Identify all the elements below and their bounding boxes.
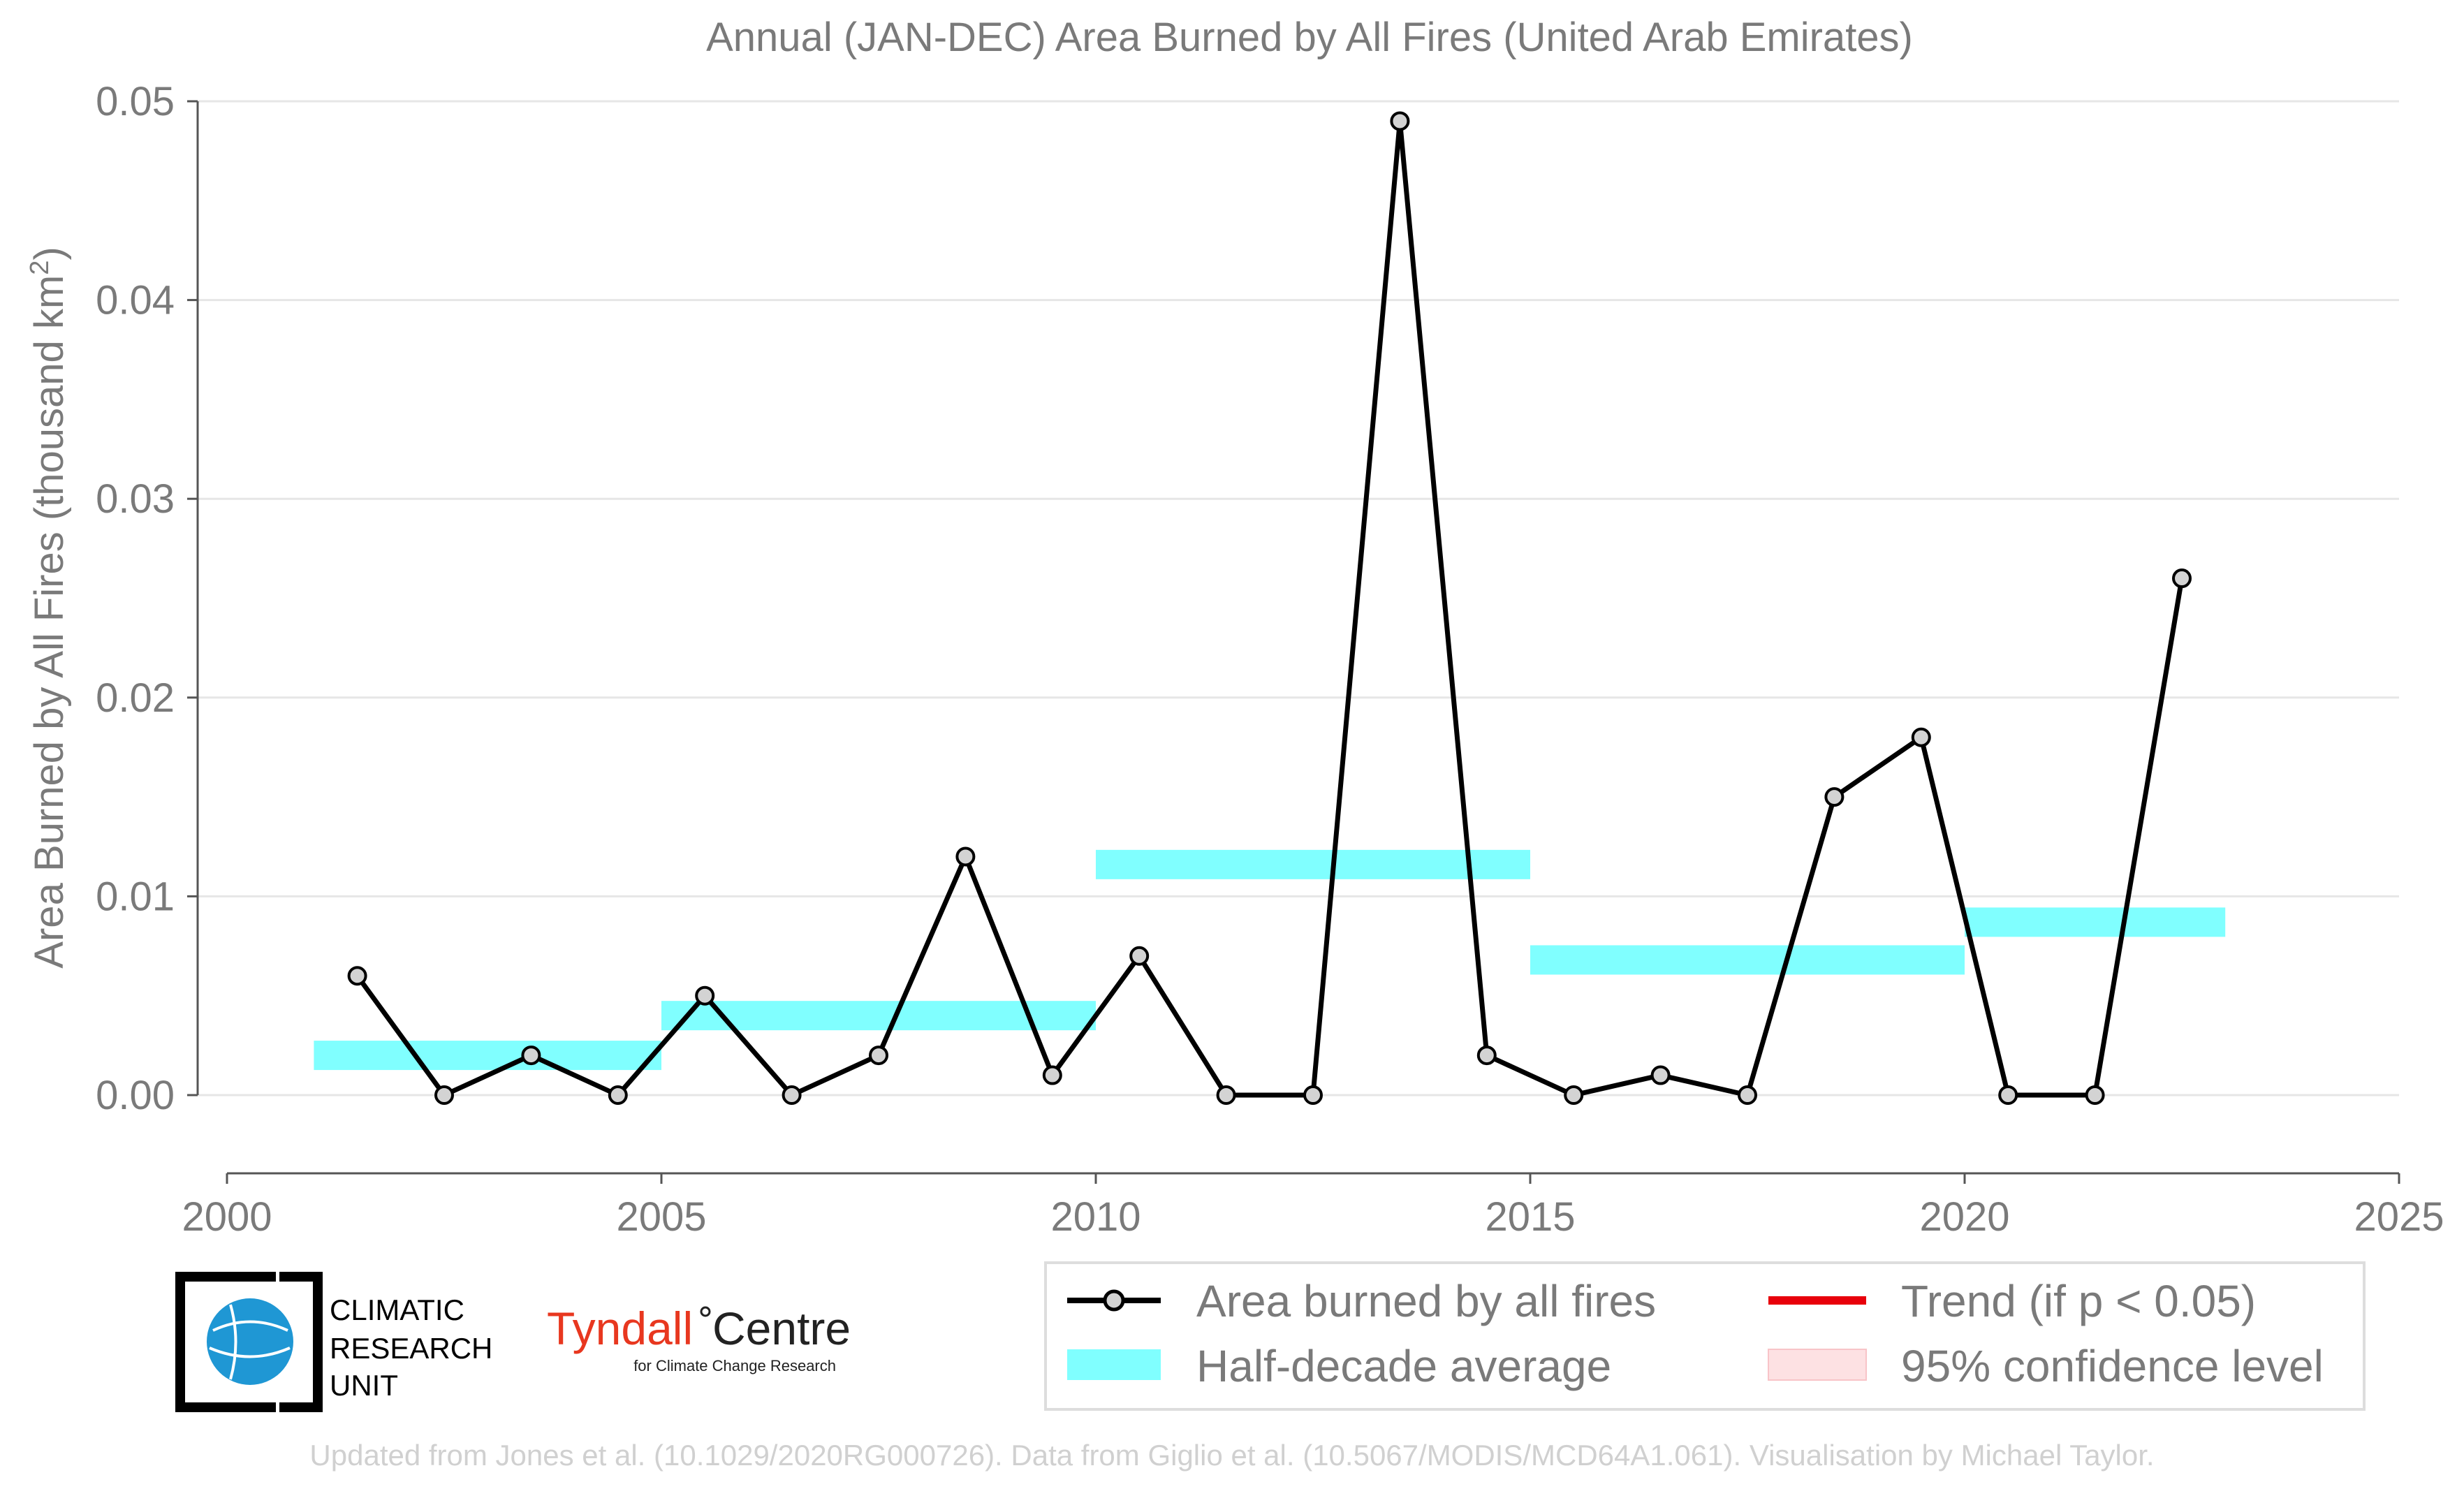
y-axis-label-main: Area Burned by All Fires (thousand km: [27, 275, 72, 969]
x-tick-label: 2005: [616, 1194, 706, 1240]
y-axis-label-close: ): [27, 247, 72, 260]
cru-logo-line-1: CLIMATIC: [330, 1293, 464, 1326]
data-point: [869, 1046, 888, 1066]
tyndall-degree-icon: [700, 1306, 711, 1317]
data-point: [1911, 727, 1931, 747]
data-point: [1303, 1085, 1323, 1105]
tyndall-logo-centre: Centre: [712, 1303, 851, 1354]
data-point: [1738, 1085, 1757, 1105]
half-decade-bar: [1530, 945, 1965, 975]
data-point: [347, 966, 367, 986]
data-point: [434, 1085, 454, 1105]
data-point: [1042, 1065, 1062, 1085]
data-point: [2085, 1085, 2105, 1105]
series-area-burned: [347, 111, 2192, 1105]
axes: [187, 100, 2400, 1184]
series-line: [355, 118, 2185, 1098]
tick-labels: 0.00 0.01 0.02 0.03 0.04 0.05 2000 2005 2010 2015…: [96, 79, 2444, 1240]
y-axis-label-sup: 2: [25, 261, 54, 275]
y-tick-label: 0.04: [96, 278, 175, 323]
legend-confidence-label: 95% confidence level: [1901, 1341, 2324, 1391]
tyndall-logo-subtitle: for Climate Change Research: [633, 1357, 836, 1374]
half-decade-bar: [1096, 849, 1530, 879]
x-tick-label: 2020: [1919, 1194, 2009, 1240]
data-point: [1998, 1085, 2018, 1105]
footer-credit: Updated from Jones et al. (10.1029/2020R…: [309, 1439, 2154, 1472]
data-point: [1476, 1046, 1497, 1066]
x-tick-label: 2025: [2354, 1194, 2444, 1240]
x-tick-label: 2015: [1485, 1194, 1575, 1240]
data-point: [521, 1046, 541, 1066]
globe-icon-lines: [209, 1304, 291, 1380]
data-point: [1216, 1085, 1236, 1105]
data-point: [782, 1085, 802, 1105]
y-tick-label: 0.00: [96, 1073, 175, 1118]
legend-series-marker: [1103, 1289, 1125, 1312]
data-point: [1564, 1085, 1584, 1105]
data-point: [1390, 111, 1410, 131]
data-point: [695, 985, 715, 1006]
legend-half-decade-swatch: [1067, 1349, 1161, 1380]
cru-logo-frame: [279, 1272, 323, 1412]
data-point: [608, 1085, 628, 1105]
cru-logo: CLIMATIC RESEARCH UNIT: [175, 1272, 492, 1412]
legend-box: [1044, 1261, 2366, 1411]
y-tick-label: 0.03: [96, 476, 175, 522]
tyndall-logo: Tyndall Centre for Climate Change Resear…: [547, 1303, 851, 1374]
x-tick-label: 2010: [1050, 1194, 1141, 1240]
globe-icon: [207, 1298, 293, 1385]
legend-series-label: Area burned by all fires: [1196, 1276, 1656, 1326]
data-point: [1650, 1065, 1671, 1085]
y-axis-label: Area Burned by All Fires (thousand km2): [25, 247, 72, 968]
legend-trend-label: Trend (if p < 0.05): [1901, 1276, 2256, 1326]
legend-half-decade-label: Half-decade average: [1196, 1341, 1611, 1391]
chart-title: Annual (JAN-DEC) Area Burned by All Fire…: [706, 15, 1913, 60]
half-decade-bar: [314, 1041, 661, 1071]
cru-logo-line-2: RESEARCH: [330, 1332, 492, 1365]
x-tick-label: 2000: [182, 1194, 272, 1240]
data-point: [2172, 569, 2192, 589]
y-tick-label: 0.01: [96, 874, 175, 919]
legend: Area burned by all fires Trend (if p < 0…: [1044, 1261, 2366, 1411]
half-decade-bars: [314, 849, 2226, 1071]
data-point: [1824, 787, 1845, 807]
legend-confidence-swatch: [1768, 1349, 1867, 1381]
data-point: [955, 846, 976, 867]
cru-logo-bracket-left: [175, 1272, 276, 1412]
cru-logo-line-3: UNIT: [330, 1369, 398, 1402]
half-decade-bar: [1965, 907, 2226, 937]
y-tick-label: 0.05: [96, 79, 175, 124]
grid-lines: [198, 100, 2399, 1096]
tyndall-logo-name: Tyndall: [547, 1303, 693, 1354]
y-tick-label: 0.02: [96, 675, 175, 721]
data-point: [1129, 946, 1150, 966]
